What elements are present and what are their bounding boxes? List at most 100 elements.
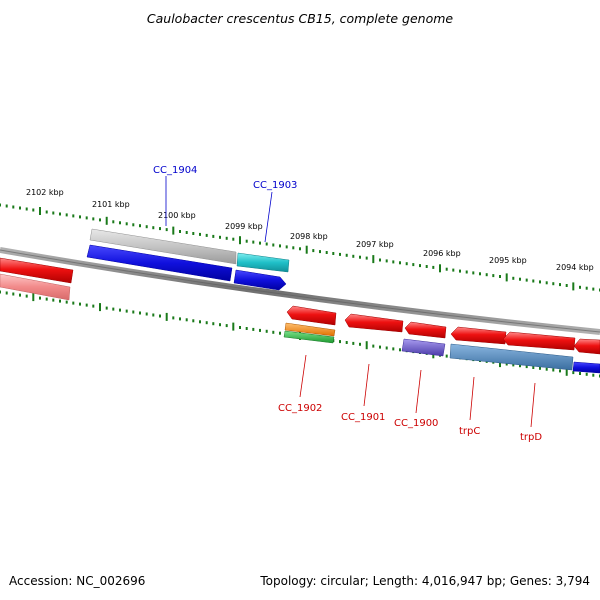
cds-feature-cc1904[interactable]: [86, 244, 233, 282]
outer-tick-mark: [312, 249, 315, 253]
outer-tick-mark: [125, 222, 128, 226]
leader-line: [363, 363, 370, 407]
cds-feature-right-blue[interactable]: [572, 361, 600, 374]
inner-tick-mark: [219, 323, 221, 327]
inner-tick-mark: [259, 328, 261, 332]
outer-tick-mark: [445, 267, 448, 271]
inner-tick-mark: [379, 345, 381, 349]
inner-tick-mark: [279, 331, 281, 335]
outer-tick-mark: [332, 252, 335, 255]
inner-tick-mark: [139, 311, 141, 315]
cds-feature-trpc[interactable]: [450, 326, 507, 345]
inner-tick-mark: [512, 363, 515, 367]
outer-tick-mark: [572, 282, 575, 291]
outer-tick-mark: [505, 273, 508, 282]
cds-feature-cc1902[interactable]: [286, 305, 337, 326]
cds-feature-green[interactable]: [283, 330, 335, 344]
inner-tick-mark: [519, 364, 521, 368]
inner-tick-mark: [19, 293, 21, 297]
inner-tick-mark: [365, 341, 368, 350]
inner-tick-mark: [5, 291, 8, 295]
inner-tick-mark: [59, 299, 61, 303]
inner-tick-mark: [385, 346, 388, 350]
outer-tick-mark: [219, 235, 221, 239]
inner-tick-mark: [119, 308, 121, 312]
inner-tick-mark: [212, 322, 215, 326]
tick-label: 2097 kbp: [356, 240, 394, 249]
outer-tick-mark: [325, 251, 328, 254]
cds-feature-cc1903[interactable]: [233, 269, 287, 291]
outer-tick-mark: [345, 253, 348, 257]
outer-tick-mark: [199, 232, 201, 236]
leader-line: [469, 376, 475, 421]
outer-tick-mark: [32, 208, 35, 212]
outer-tick-mark: [112, 220, 115, 224]
gene-label-cc1903[interactable]: CC_1903: [253, 180, 297, 191]
leader-line: [530, 382, 536, 428]
outer-tick-mark: [412, 263, 415, 267]
gene-label-trpd[interactable]: trpD: [520, 432, 542, 443]
outer-tick-mark: [159, 227, 161, 231]
inner-tick-mark: [445, 354, 448, 358]
inner-tick-mark: [52, 298, 55, 302]
tick-label: 2102 kbp: [26, 188, 64, 197]
inner-tick-mark: [252, 327, 255, 331]
outer-tick-mark: [565, 284, 568, 287]
inner-tick-mark: [265, 329, 268, 333]
outer-tick-mark: [432, 265, 435, 269]
cds-feature-right-red[interactable]: [573, 338, 600, 355]
outer-tick-mark: [532, 279, 535, 283]
leader-line: [415, 369, 422, 414]
inner-tick-mark: [272, 330, 275, 334]
outer-tick-mark: [72, 214, 75, 218]
gene-label-cc1901[interactable]: CC_1901: [341, 412, 385, 423]
outer-tick-mark: [225, 236, 228, 240]
topology-summary: Topology: circular; Length: 4,016,947 bp…: [260, 574, 590, 588]
outer-tick-mark: [239, 236, 241, 245]
inner-tick-mark: [192, 319, 195, 323]
outer-tick-mark: [299, 247, 301, 251]
inner-tick-mark: [45, 297, 48, 301]
inner-tick-mark: [565, 367, 568, 376]
tick-label: 2099 kbp: [225, 222, 263, 231]
accession-text: Accession: NC_002696: [9, 574, 146, 588]
outer-tick-mark: [459, 269, 461, 273]
outer-tick-mark: [392, 260, 395, 264]
leader-line: [264, 191, 273, 243]
outer-tick-mark: [179, 230, 181, 233]
cds-feature-cyan[interactable]: [236, 252, 290, 273]
gene-label-cc1900[interactable]: CC_1900: [394, 418, 438, 429]
inner-tick-mark: [359, 342, 361, 346]
cds-feature-purple[interactable]: [401, 338, 446, 357]
gene-label-cc1904[interactable]: CC_1904: [153, 165, 197, 176]
inner-tick-mark: [172, 316, 175, 320]
inner-tick-mark: [392, 347, 395, 351]
gene-label-cc1902[interactable]: CC_1902: [278, 403, 322, 414]
cds-feature-gray[interactable]: [89, 228, 237, 265]
tick-label: 2101 kbp: [92, 200, 130, 209]
outer-tick-mark: [79, 215, 81, 219]
outer-tick-mark: [399, 261, 401, 265]
inner-tick-mark: [245, 327, 248, 330]
cds-feature-cc1901[interactable]: [344, 313, 404, 333]
map-title: Caulobacter crescentus CB15, complete ge…: [146, 11, 454, 26]
outer-tick-mark: [25, 207, 28, 211]
outer-tick-mark: [132, 223, 135, 227]
cds-feature-left-red[interactable]: [0, 257, 74, 284]
outer-tick-mark: [272, 243, 275, 247]
cds-feature-orange[interactable]: [284, 322, 336, 337]
cds-feature-cc1900[interactable]: [404, 321, 447, 339]
cds-feature-trpd[interactable]: [502, 331, 576, 351]
outer-tick-mark: [5, 204, 8, 208]
outer-tick-mark: [372, 255, 375, 264]
outer-tick-mark: [519, 277, 521, 281]
outer-tick-mark: [385, 259, 388, 263]
cds-feature-left-pink[interactable]: [0, 273, 71, 301]
gene-label-trpc[interactable]: trpC: [459, 426, 480, 437]
outer-tick-mark: [152, 226, 155, 230]
inner-tick-mark: [159, 314, 161, 318]
cds-feature-steel[interactable]: [449, 343, 574, 371]
outer-tick-mark: [52, 211, 55, 215]
outer-tick-mark: [525, 278, 528, 282]
